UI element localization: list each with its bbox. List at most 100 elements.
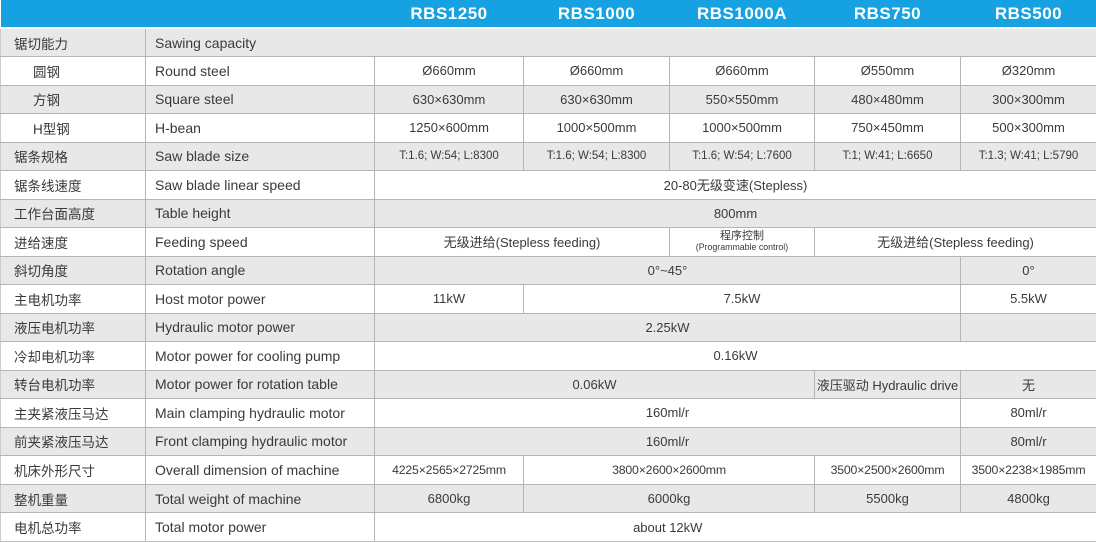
- spec-row: 整机重量 Total weight of machine 6800kg 6000kg 5…: [0, 483, 1096, 514]
- spec-row: 转台电机功率 Motor power for rotation table 0.06…: [0, 369, 1096, 400]
- spec-cell: 800mm: [374, 198, 1096, 229]
- spec-row: 电机总功率 Total motor power about 12kW: [0, 512, 1096, 542]
- spec-cell: 无: [960, 369, 1096, 400]
- spec-cell: Ø320mm: [960, 56, 1096, 86]
- row-label-en: H-bean: [145, 113, 375, 143]
- spec-cell: 1000×500mm: [523, 113, 670, 143]
- spec-row: 前夹紧液压马达 Front clamping hydraulic motor 160…: [0, 426, 1096, 457]
- spec-cell: 160ml/r: [374, 398, 961, 428]
- row-label-cn: 进给速度: [0, 227, 146, 257]
- row-label-cn: 前夹紧液压马达: [0, 426, 146, 457]
- row-label-cn: 液压电机功率: [0, 312, 146, 343]
- row-label-en: Saw blade size: [145, 141, 375, 172]
- model-header-rbs1250: RBS1250: [374, 0, 524, 29]
- row-label-cn: 圆钢: [0, 56, 146, 86]
- row-label-cn: 主电机功率: [0, 284, 146, 314]
- spec-cell: T:1.6; W:54; L:8300: [523, 141, 670, 172]
- row-label-cn: H型钢: [0, 113, 146, 143]
- row-label-cn: 主夹紧液压马达: [0, 398, 146, 428]
- spec-cell: 0.06kW: [374, 369, 815, 400]
- spec-cell: T:1.6; W:54; L:7600: [669, 141, 815, 172]
- header-spacer: [0, 0, 375, 29]
- spec-cell: 300×300mm: [960, 84, 1096, 115]
- row-label-cn: 机床外形尺寸: [0, 455, 146, 485]
- spec-table-body: 锯切能力 Sawing capacity 圆钢 Round steel Ø660mm Ø6…: [0, 27, 1096, 542]
- spec-row: 锯条规格 Saw blade size T:1.6; W:54; L:8300 T:1…: [0, 141, 1096, 172]
- spec-cell: 3500×2500×2600mm: [814, 455, 961, 485]
- spec-cell: 630×630mm: [523, 84, 670, 115]
- row-label-en: Motor power for cooling pump: [145, 341, 375, 371]
- spec-cell: 630×630mm: [374, 84, 524, 115]
- spec-cell: 80ml/r: [960, 426, 1096, 457]
- model-header-rbs750: RBS750: [814, 0, 961, 29]
- spec-cell-sub-text: (Programmable control): [695, 242, 789, 253]
- row-label-en: Total weight of machine: [145, 483, 375, 514]
- spec-cell: 0.16kW: [374, 341, 1096, 371]
- spec-cell-main-text: 程序控制: [720, 230, 764, 243]
- row-label-en: Square steel: [145, 84, 375, 115]
- spec-cell: T:1; W:41; L:6650: [814, 141, 961, 172]
- spec-cell: 1000×500mm: [669, 113, 815, 143]
- row-label-en: Host motor power: [145, 284, 375, 314]
- row-label-en: Main clamping hydraulic motor: [145, 398, 375, 428]
- spec-row: 锯条线速度 Saw blade linear speed 20-80无级变速(Ste…: [0, 170, 1096, 200]
- row-label-en: Rotation angle: [145, 255, 375, 286]
- row-label-cn: 整机重量: [0, 483, 146, 514]
- row-label-cn: 工作台面高度: [0, 198, 146, 229]
- row-label-cn: 锯条线速度: [0, 170, 146, 200]
- spec-row: 机床外形尺寸 Overall dimension of machine 4225×2…: [0, 455, 1096, 485]
- spec-cell: [960, 512, 1096, 542]
- spec-cell: 无级进给(Stepless feeding): [374, 227, 670, 257]
- spec-cell: 6000kg: [523, 483, 815, 514]
- spec-cell: 5500kg: [814, 483, 961, 514]
- spec-row: 锯切能力 Sawing capacity: [0, 27, 1096, 58]
- spec-cell: 80ml/r: [960, 398, 1096, 428]
- spec-cell: [960, 312, 1096, 343]
- row-label-en: Motor power for rotation table: [145, 369, 375, 400]
- spec-row: 圆钢 Round steel Ø660mm Ø660mm Ø660mm Ø550mm Ø32…: [0, 56, 1096, 86]
- row-label-en: Overall dimension of machine: [145, 455, 375, 485]
- spec-cell: 3800×2600×2600mm: [523, 455, 815, 485]
- row-label-en: Feeding speed: [145, 227, 375, 257]
- spec-row: 液压电机功率 Hydraulic motor power 2.25kW: [0, 312, 1096, 343]
- row-label-en: Saw blade linear speed: [145, 170, 375, 200]
- row-label-en: Front clamping hydraulic motor: [145, 426, 375, 457]
- row-label-en: Hydraulic motor power: [145, 312, 375, 343]
- spec-cell: about 12kW: [374, 512, 961, 542]
- spec-cell: 4225×2565×2725mm: [374, 455, 524, 485]
- spec-row: H型钢 H-bean 1250×600mm 1000×500mm 1000×500mm 7…: [0, 113, 1096, 143]
- spec-cell: 7.5kW: [523, 284, 961, 314]
- model-header-rbs500: RBS500: [960, 0, 1096, 29]
- spec-cell: 20-80无级变速(Stepless): [374, 170, 1096, 200]
- spec-cell: 750×450mm: [814, 113, 961, 143]
- spec-row: 斜切角度 Rotation angle 0°~45° 0°: [0, 255, 1096, 286]
- row-label-cn: 斜切角度: [0, 255, 146, 286]
- row-label-cn: 冷却电机功率: [0, 341, 146, 371]
- spec-cell: Ø660mm: [523, 56, 670, 86]
- spec-cell: 程序控制 (Programmable control): [669, 227, 815, 257]
- spec-cell: 液压驱动 Hydraulic drive: [814, 369, 961, 400]
- spec-row: 主夹紧液压马达 Main clamping hydraulic motor 160m…: [0, 398, 1096, 428]
- header-row: RBS1250 RBS1000 RBS1000A RBS750 RBS500: [0, 0, 1096, 29]
- spec-cell: 2.25kW: [374, 312, 961, 343]
- spec-cell: 无级进给(Stepless feeding): [814, 227, 1096, 257]
- row-label-en: Round steel: [145, 56, 375, 86]
- spec-cell: 4800kg: [960, 483, 1096, 514]
- row-label-cn: 转台电机功率: [0, 369, 146, 400]
- row-label-cn: 锯切能力: [0, 27, 146, 58]
- spec-cell: T:1.3; W:41; L:5790: [960, 141, 1096, 172]
- spec-cell: Ø660mm: [669, 56, 815, 86]
- spec-cell: 1250×600mm: [374, 113, 524, 143]
- spec-cell: 6800kg: [374, 483, 524, 514]
- spec-cell: 0°: [960, 255, 1096, 286]
- spec-cell: 550×550mm: [669, 84, 815, 115]
- spec-cell: 3500×2238×1985mm: [960, 455, 1096, 485]
- spec-cell: Ø660mm: [374, 56, 524, 86]
- spec-cell: 5.5kW: [960, 284, 1096, 314]
- spec-row: 工作台面高度 Table height 800mm: [0, 198, 1096, 229]
- spec-cell: 0°~45°: [374, 255, 961, 286]
- spec-row: 进给速度 Feeding speed 无级进给(Stepless feeding) 程…: [0, 227, 1096, 257]
- spec-cell: 160ml/r: [374, 426, 961, 457]
